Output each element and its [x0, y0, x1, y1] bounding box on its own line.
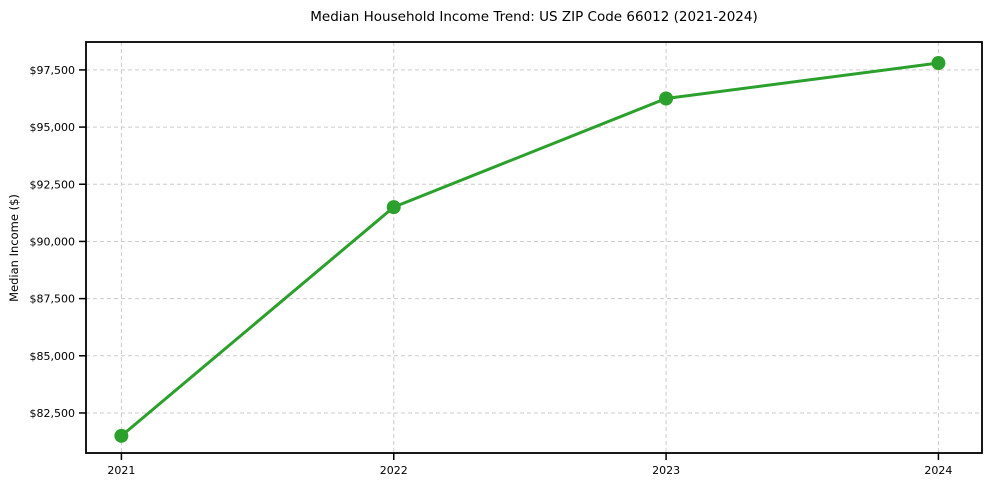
data-point [386, 200, 401, 215]
data-point [114, 428, 129, 443]
y-tick-label: $82,500 [30, 407, 76, 420]
data-point [659, 91, 674, 106]
x-tick-label: 2024 [924, 464, 952, 477]
income-trend-line [119, 61, 940, 438]
y-tick-label: $85,000 [30, 350, 76, 363]
x-tick-label: 2023 [652, 464, 680, 477]
data-point [931, 56, 946, 71]
plot-border [85, 41, 983, 454]
y-tick-label: $97,500 [30, 64, 76, 77]
chart-title: Median Household Income Trend: US ZIP Co… [310, 9, 758, 25]
y-tick-label: $90,000 [30, 235, 76, 248]
y-tick-label: $87,500 [30, 293, 76, 306]
x-tick-label: 2021 [107, 464, 135, 477]
x-tick-label: 2022 [380, 464, 408, 477]
y-tick-label: $92,500 [30, 178, 76, 191]
y-tick-label: $95,000 [30, 121, 76, 134]
